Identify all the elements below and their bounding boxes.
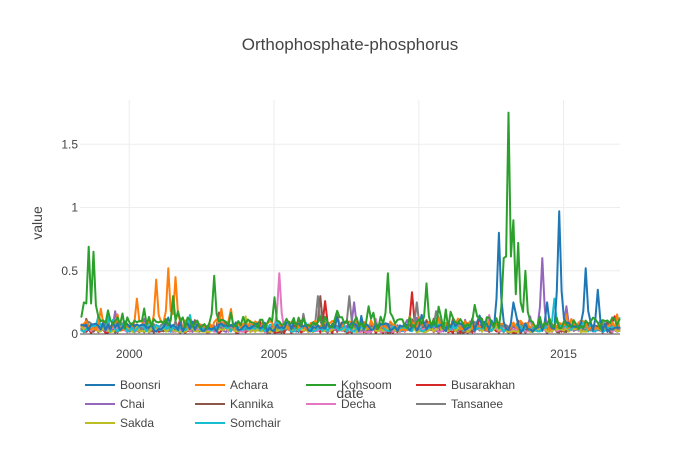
legend-label: Somchair bbox=[230, 416, 281, 430]
x-tick-label: 2005 bbox=[261, 347, 288, 361]
y-tick-label: 1.5 bbox=[61, 137, 78, 151]
y-tick-label: 1 bbox=[71, 201, 78, 215]
legend[interactable]: Boonsri Achara Kohsoom Busarakhan Chai Kannik… bbox=[85, 378, 515, 430]
legend-item-tansanee[interactable]: Tansanee bbox=[416, 397, 503, 411]
legend-label: Decha bbox=[341, 397, 376, 411]
legend-item-kohsoom[interactable]: Kohsoom bbox=[306, 378, 392, 392]
series-line-kohsoom[interactable] bbox=[80, 111, 621, 330]
y-axis-title: value bbox=[29, 206, 45, 240]
y-tick-label: 0 bbox=[71, 327, 78, 341]
legend-item-boonsri[interactable]: Boonsri bbox=[85, 378, 161, 392]
x-axis-title: date bbox=[336, 385, 363, 401]
legend-label: Kohsoom bbox=[341, 378, 392, 392]
legend-item-decha[interactable]: Decha bbox=[306, 397, 376, 411]
series-line-boonsri[interactable] bbox=[80, 210, 621, 333]
legend-item-somchair[interactable]: Somchair bbox=[195, 416, 281, 430]
chart-title: Orthophosphate-phosphorus bbox=[242, 35, 458, 54]
x-tick-label: 2015 bbox=[550, 347, 577, 361]
legend-label: Sakda bbox=[120, 416, 154, 430]
legend-item-achara[interactable]: Achara bbox=[195, 378, 268, 392]
x-tick-label: 2000 bbox=[116, 347, 143, 361]
grid bbox=[80, 100, 620, 334]
axes: 2000 2005 2010 2015 0 0.5 1 1.5 bbox=[61, 137, 620, 361]
y-tick-label: 0.5 bbox=[61, 264, 78, 278]
legend-label: Busarakhan bbox=[451, 378, 515, 392]
legend-item-busarakhan[interactable]: Busarakhan bbox=[416, 378, 515, 392]
legend-label: Boonsri bbox=[120, 378, 161, 392]
legend-item-sakda[interactable]: Sakda bbox=[85, 416, 154, 430]
legend-label: Achara bbox=[230, 378, 268, 392]
x-tick-label: 2010 bbox=[405, 347, 432, 361]
plot-area bbox=[80, 111, 621, 335]
legend-item-kannika[interactable]: Kannika bbox=[195, 397, 274, 411]
legend-label: Kannika bbox=[230, 397, 274, 411]
legend-label: Tansanee bbox=[451, 397, 503, 411]
legend-item-chai[interactable]: Chai bbox=[85, 397, 145, 411]
legend-label: Chai bbox=[120, 397, 145, 411]
